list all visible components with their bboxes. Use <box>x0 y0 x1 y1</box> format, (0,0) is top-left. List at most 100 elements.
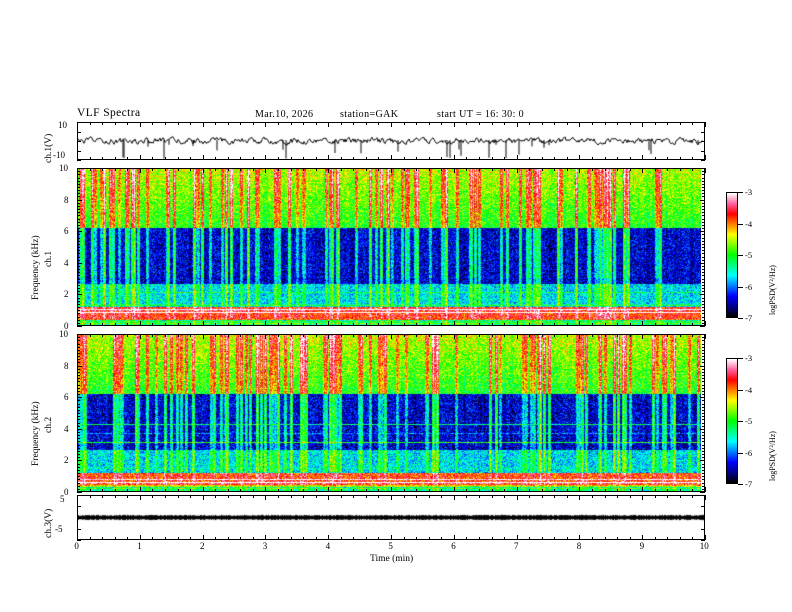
y-tick-mark <box>702 447 705 449</box>
y-tick-mark <box>77 384 80 386</box>
y-tick-mark <box>702 319 705 321</box>
y-tick-mark <box>702 473 705 474</box>
x-tick-mark <box>667 489 669 492</box>
x-tick-mark <box>114 122 116 125</box>
x-tick-mark <box>541 489 543 492</box>
x-tick-mark <box>604 157 606 160</box>
x-tick-mark <box>328 168 330 173</box>
y-tick-mark <box>77 492 82 493</box>
frequency-tick-label: 10 <box>59 163 68 173</box>
x-tick-mark <box>554 495 556 498</box>
x-tick-mark <box>227 122 229 125</box>
x-tick-mark <box>328 495 330 500</box>
x-tick-mark <box>692 537 694 540</box>
y-tick-mark <box>77 322 80 324</box>
x-tick-mark <box>353 157 355 160</box>
x-tick-mark <box>77 535 78 540</box>
x-tick-mark <box>604 168 606 171</box>
x-tick-mark <box>679 157 681 160</box>
x-tick-mark <box>441 157 443 160</box>
y-tick-mark <box>702 387 705 389</box>
y-tick-mark <box>702 457 705 459</box>
x-tick-mark <box>114 168 116 171</box>
y-tick-mark <box>702 378 705 380</box>
y-tick-mark <box>77 231 82 233</box>
y-tick-mark <box>702 469 705 471</box>
x-tick-mark <box>177 495 179 498</box>
y-tick-mark <box>702 187 705 188</box>
x-tick-mark <box>164 495 166 498</box>
x-tick-mark <box>177 537 179 540</box>
y-tick-mark <box>702 205 705 207</box>
y-tick-mark <box>77 243 80 245</box>
x-tick-mark <box>378 537 380 540</box>
y-tick-mark <box>77 291 80 293</box>
x-tick-mark <box>290 495 292 498</box>
x-tick-mark <box>139 495 141 500</box>
y-tick-mark <box>77 256 80 258</box>
y-tick-mark <box>702 307 705 308</box>
x-tick-mark <box>541 323 543 326</box>
y-tick-mark <box>702 180 705 182</box>
x-tick-mark <box>240 157 242 160</box>
x-tick-mark <box>378 334 380 337</box>
y-tick-mark <box>77 349 80 351</box>
y-tick-mark <box>77 466 80 468</box>
x-tick-mark <box>617 537 619 540</box>
x-tick-mark <box>529 334 531 337</box>
x-tick-mark <box>315 334 317 337</box>
x-tick-mark <box>566 489 568 492</box>
x-tick-mark <box>365 168 367 171</box>
x-tick-mark <box>504 489 505 492</box>
y-tick-mark <box>701 495 705 496</box>
x-tick-mark <box>378 495 380 498</box>
x-tick-mark <box>592 168 593 171</box>
x-tick-mark <box>177 168 179 171</box>
x-tick-mark <box>679 168 681 171</box>
x-tick-label: 7 <box>514 541 519 551</box>
x-tick-mark <box>114 537 116 540</box>
y-tick-mark <box>77 253 80 255</box>
x-tick-mark <box>453 155 455 160</box>
y-tick-mark <box>77 266 80 267</box>
y-tick-mark <box>77 381 80 383</box>
y-tick-mark <box>77 215 80 217</box>
x-tick-mark <box>592 122 593 125</box>
y-tick-mark <box>77 375 80 377</box>
y-tick-mark <box>77 183 80 185</box>
y-tick-mark <box>702 476 705 478</box>
y-tick-mark <box>702 297 705 299</box>
x-tick-label: 8 <box>576 541 582 551</box>
x-tick-mark <box>529 495 531 498</box>
y-tick-mark <box>702 272 705 274</box>
x-tick-mark <box>617 122 619 125</box>
x-tick-mark <box>428 157 430 160</box>
x-tick-mark <box>403 334 405 337</box>
x-tick-mark <box>290 168 292 171</box>
x-tick-mark <box>617 168 619 171</box>
x-tick-mark <box>215 168 217 171</box>
x-tick-mark <box>89 168 91 171</box>
x-tick-mark <box>340 168 342 171</box>
ch2-colorbar <box>726 358 738 484</box>
x-tick-mark <box>114 495 116 498</box>
x-tick-mark <box>139 155 141 160</box>
x-tick-mark <box>89 323 91 326</box>
x-tick-mark <box>89 489 91 492</box>
y-tick-mark <box>77 479 80 481</box>
x-tick-mark <box>453 535 455 540</box>
y-tick-mark <box>702 353 705 354</box>
y-tick-mark <box>77 199 82 201</box>
y-tick-mark <box>702 488 705 490</box>
x-tick-mark <box>278 323 279 326</box>
x-tick-mark <box>315 495 317 498</box>
y-tick-mark <box>77 378 80 380</box>
x-tick-mark <box>654 122 656 125</box>
x-tick-mark <box>290 157 292 160</box>
y-tick-mark <box>77 262 82 264</box>
x-tick-mark <box>340 334 342 337</box>
x-tick-mark <box>378 168 380 171</box>
ch1-voltage-trace <box>78 123 704 159</box>
x-tick-mark <box>705 487 706 492</box>
y-tick-mark <box>700 262 705 264</box>
